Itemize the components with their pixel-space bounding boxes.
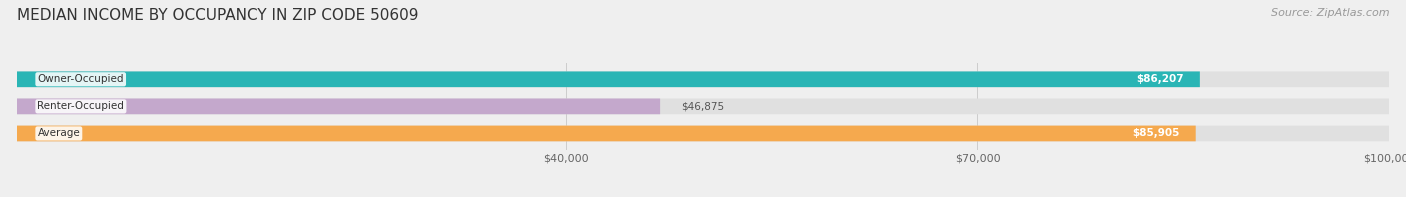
Text: Owner-Occupied: Owner-Occupied [38,74,124,84]
Text: Renter-Occupied: Renter-Occupied [38,101,124,111]
FancyBboxPatch shape [17,98,661,114]
Text: $46,875: $46,875 [681,101,724,111]
Text: $85,905: $85,905 [1132,128,1180,138]
FancyBboxPatch shape [17,98,1389,114]
Text: $86,207: $86,207 [1136,74,1184,84]
Text: Source: ZipAtlas.com: Source: ZipAtlas.com [1271,8,1389,18]
Text: MEDIAN INCOME BY OCCUPANCY IN ZIP CODE 50609: MEDIAN INCOME BY OCCUPANCY IN ZIP CODE 5… [17,8,419,23]
Text: Average: Average [38,128,80,138]
FancyBboxPatch shape [17,72,1389,87]
FancyBboxPatch shape [17,126,1195,141]
FancyBboxPatch shape [17,72,1199,87]
FancyBboxPatch shape [17,126,1389,141]
